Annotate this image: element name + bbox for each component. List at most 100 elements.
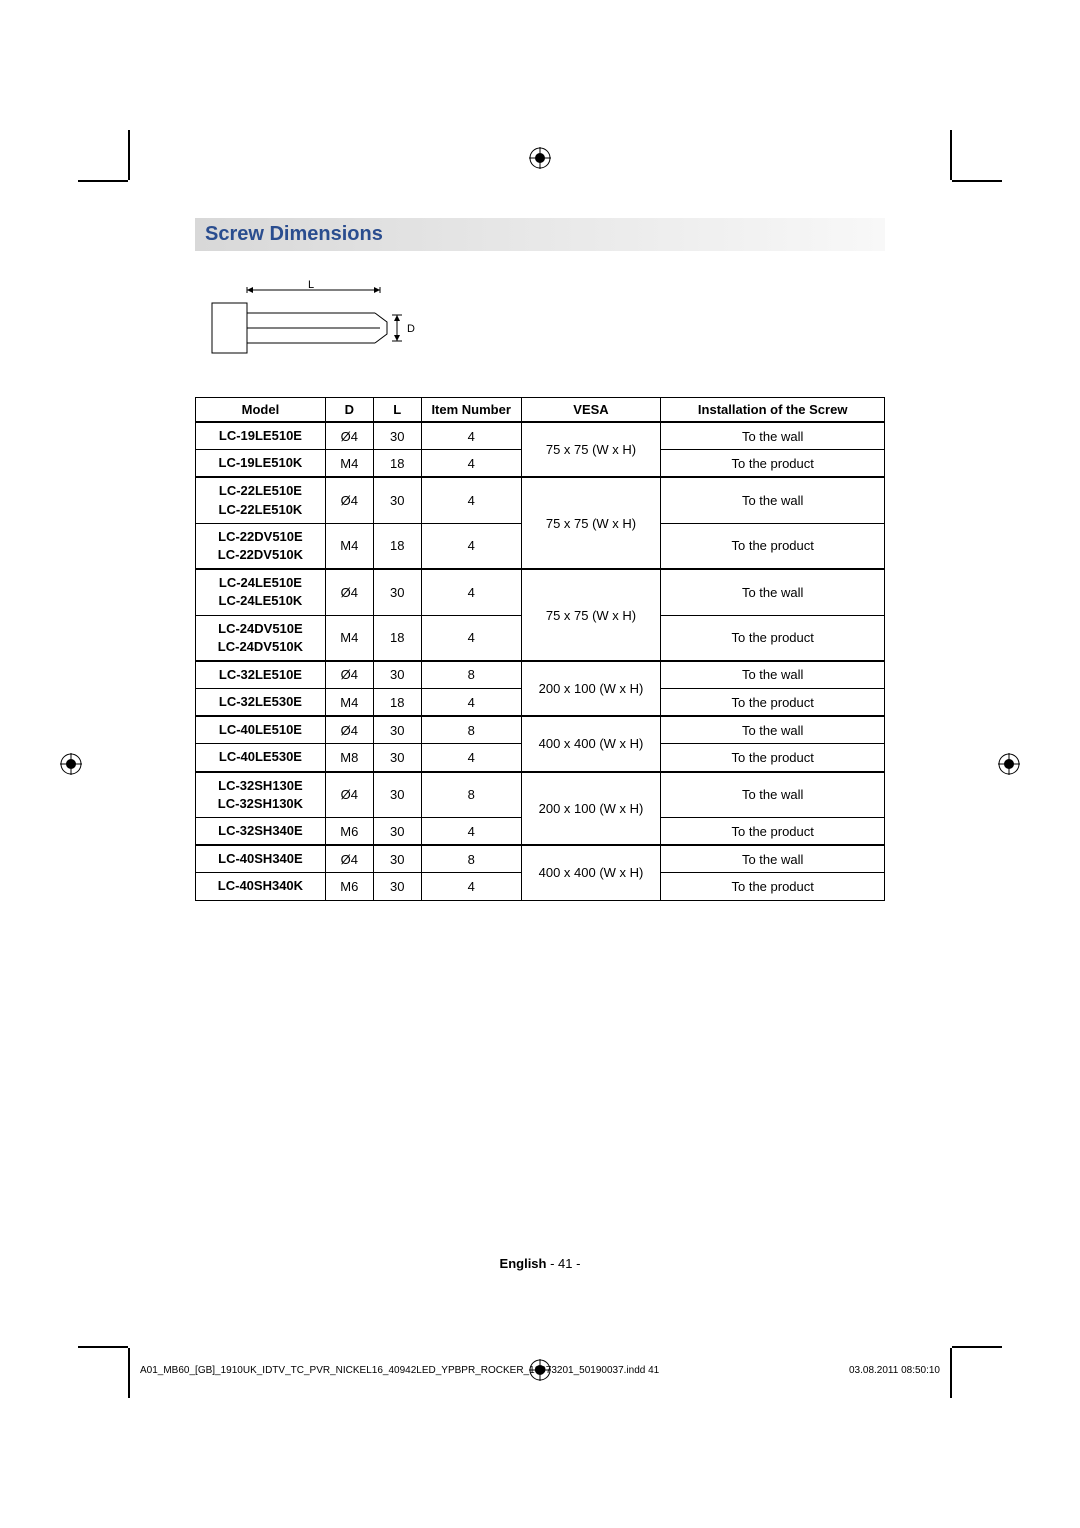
- crop-mark: [952, 180, 1002, 182]
- cell-item: 4: [421, 569, 521, 615]
- cell-install: To the wall: [661, 845, 885, 873]
- footer-language: English: [500, 1256, 547, 1271]
- table-header-row: Model D L Item Number VESA Installation …: [196, 398, 885, 423]
- model-cell: LC-22LE510ELC-22LE510K: [196, 477, 326, 523]
- cell-d: Ø4: [325, 772, 373, 818]
- page-content: Screw Dimensions L D Model D: [195, 218, 885, 901]
- model-cell: LC-32LE530E: [196, 689, 326, 717]
- cell-l: 18: [373, 615, 421, 661]
- section-title: Screw Dimensions: [195, 218, 885, 251]
- model-cell: LC-40LE510E: [196, 716, 326, 744]
- model-cell: LC-19LE510E: [196, 422, 326, 450]
- cell-vesa: 200 x 100 (W x H): [521, 772, 661, 846]
- cell-install: To the wall: [661, 772, 885, 818]
- cell-item: 4: [421, 523, 521, 569]
- cell-d: M4: [325, 615, 373, 661]
- footline-timestamp: 03.08.2011 08:50:10: [849, 1365, 940, 1376]
- cell-d: M6: [325, 818, 373, 846]
- model-cell: LC-32LE510E: [196, 661, 326, 689]
- cell-item: 4: [421, 744, 521, 772]
- cell-l: 30: [373, 661, 421, 689]
- footer-page-no: 41: [558, 1256, 572, 1271]
- model-cell: LC-22DV510ELC-22DV510K: [196, 523, 326, 569]
- cell-d: M4: [325, 450, 373, 478]
- registration-mark-right: [998, 753, 1020, 775]
- cell-d: M4: [325, 689, 373, 717]
- cell-l: 30: [373, 569, 421, 615]
- cell-d: M4: [325, 523, 373, 569]
- cell-install: To the wall: [661, 422, 885, 450]
- cell-l: 30: [373, 422, 421, 450]
- cell-item: 4: [421, 422, 521, 450]
- model-cell: LC-32SH130ELC-32SH130K: [196, 772, 326, 818]
- cell-l: 30: [373, 845, 421, 873]
- page-footer: English - 41 -: [195, 1256, 885, 1271]
- col-l: L: [373, 398, 421, 423]
- cell-install: To the product: [661, 744, 885, 772]
- cell-install: To the wall: [661, 569, 885, 615]
- diagram-label-l: L: [308, 279, 314, 291]
- cell-d: M8: [325, 744, 373, 772]
- print-footline: A01_MB60_[GB]_1910UK_IDTV_TC_PVR_NICKEL1…: [140, 1365, 940, 1376]
- col-install: Installation of the Screw: [661, 398, 885, 423]
- footer-sep: -: [546, 1256, 558, 1271]
- screw-diagram: L D: [207, 279, 417, 364]
- cell-l: 30: [373, 873, 421, 900]
- cell-install: To the wall: [661, 477, 885, 523]
- cell-install: To the wall: [661, 716, 885, 744]
- table-row: LC-40LE510EØ4308400 x 400 (W x H)To the …: [196, 716, 885, 744]
- model-cell: LC-40SH340K: [196, 873, 326, 900]
- table-row: LC-24LE510ELC-24LE510KØ430475 x 75 (W x …: [196, 569, 885, 615]
- col-item: Item Number: [421, 398, 521, 423]
- cell-l: 30: [373, 716, 421, 744]
- cell-l: 30: [373, 772, 421, 818]
- cell-l: 30: [373, 818, 421, 846]
- cell-d: Ø4: [325, 569, 373, 615]
- cell-d: Ø4: [325, 422, 373, 450]
- cell-vesa: 400 x 400 (W x H): [521, 716, 661, 771]
- cell-l: 18: [373, 523, 421, 569]
- cell-vesa: 400 x 400 (W x H): [521, 845, 661, 900]
- footline-filename: A01_MB60_[GB]_1910UK_IDTV_TC_PVR_NICKEL1…: [140, 1365, 659, 1376]
- crop-mark: [128, 1348, 130, 1398]
- cell-l: 30: [373, 744, 421, 772]
- cell-install: To the wall: [661, 661, 885, 689]
- model-cell: LC-19LE510K: [196, 450, 326, 478]
- cell-vesa: 75 x 75 (W x H): [521, 569, 661, 661]
- table-row: LC-40SH340EØ4308400 x 400 (W x H)To the …: [196, 845, 885, 873]
- model-cell: LC-40SH340E: [196, 845, 326, 873]
- crop-mark: [952, 1346, 1002, 1348]
- crop-mark: [78, 1346, 128, 1348]
- col-d: D: [325, 398, 373, 423]
- cell-item: 4: [421, 477, 521, 523]
- cell-vesa: 75 x 75 (W x H): [521, 477, 661, 569]
- crop-mark: [950, 1348, 952, 1398]
- crop-mark: [78, 180, 128, 182]
- table-row: LC-22LE510ELC-22LE510KØ430475 x 75 (W x …: [196, 477, 885, 523]
- cell-item: 8: [421, 772, 521, 818]
- crop-mark: [950, 130, 952, 180]
- model-cell: LC-24LE510ELC-24LE510K: [196, 569, 326, 615]
- cell-item: 4: [421, 873, 521, 900]
- table-row: LC-32SH130ELC-32SH130KØ4308200 x 100 (W …: [196, 772, 885, 818]
- cell-install: To the product: [661, 818, 885, 846]
- cell-item: 4: [421, 450, 521, 478]
- table-row: LC-19LE510EØ430475 x 75 (W x H)To the wa…: [196, 422, 885, 450]
- cell-d: M6: [325, 873, 373, 900]
- cell-d: Ø4: [325, 845, 373, 873]
- cell-install: To the product: [661, 689, 885, 717]
- cell-l: 18: [373, 689, 421, 717]
- cell-item: 4: [421, 615, 521, 661]
- cell-d: Ø4: [325, 477, 373, 523]
- cell-item: 8: [421, 661, 521, 689]
- cell-l: 18: [373, 450, 421, 478]
- table-row: LC-32LE510EØ4308200 x 100 (W x H)To the …: [196, 661, 885, 689]
- cell-d: Ø4: [325, 661, 373, 689]
- col-model: Model: [196, 398, 326, 423]
- screw-spec-table: Model D L Item Number VESA Installation …: [195, 397, 885, 901]
- registration-mark-top: [529, 147, 551, 169]
- diagram-label-d: D: [407, 323, 415, 335]
- cell-vesa: 75 x 75 (W x H): [521, 422, 661, 477]
- col-vesa: VESA: [521, 398, 661, 423]
- cell-item: 4: [421, 689, 521, 717]
